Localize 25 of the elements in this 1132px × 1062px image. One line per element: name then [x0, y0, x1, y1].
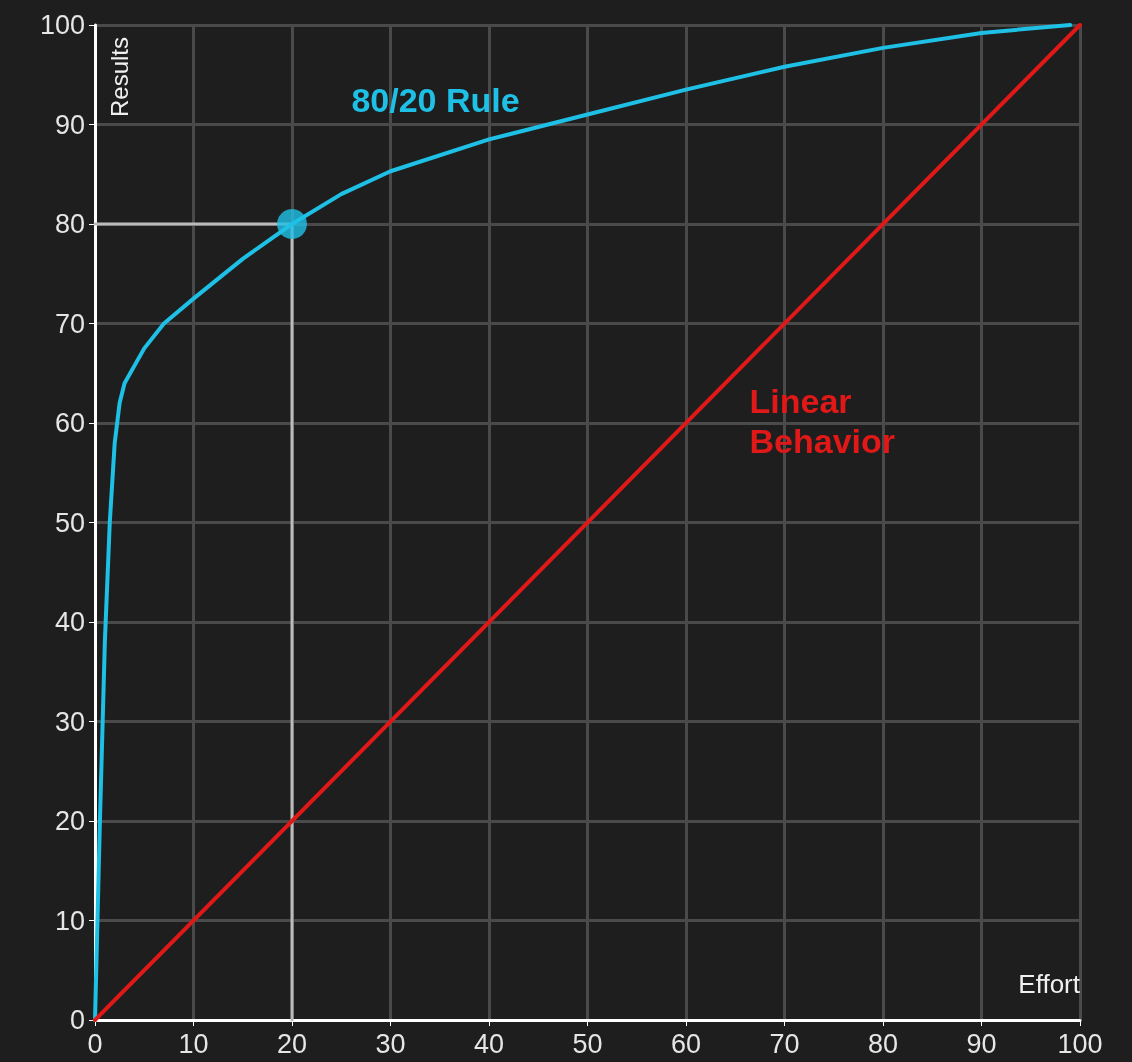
x-tick-label: 10 [178, 1028, 209, 1059]
y-tick-label: 70 [54, 308, 85, 339]
x-tick-label: 20 [276, 1028, 308, 1059]
y-tick-label: 40 [54, 607, 85, 637]
series-label: Linear Behavior [749, 381, 895, 460]
x-tick-label: 100 [1057, 1028, 1103, 1059]
y-tick-label: 80 [54, 209, 85, 239]
y-tick-label: 100 [39, 10, 85, 40]
x-axis-title: Effort [1018, 969, 1081, 999]
x-tick-label: 70 [769, 1028, 800, 1059]
x-tick-label: 60 [670, 1028, 702, 1059]
y-tick-label: 0 [69, 1005, 85, 1035]
y-tick-label: 20 [54, 806, 85, 836]
x-tick-label: 50 [572, 1028, 603, 1059]
series-label: 80/20 Rule [351, 81, 520, 120]
y-tick-label: 30 [54, 706, 85, 737]
x-tick-label: 30 [375, 1028, 406, 1059]
y-tick-label: 90 [54, 109, 85, 140]
y-axis-title: Results [105, 37, 133, 118]
y-tick-label: 10 [54, 905, 85, 936]
x-tick-label: 80 [867, 1028, 899, 1059]
y-tick-label: 60 [54, 408, 85, 438]
x-tick-label: 40 [473, 1028, 505, 1059]
x-tick-label: 90 [966, 1028, 997, 1059]
y-tick-label: 50 [54, 507, 85, 538]
